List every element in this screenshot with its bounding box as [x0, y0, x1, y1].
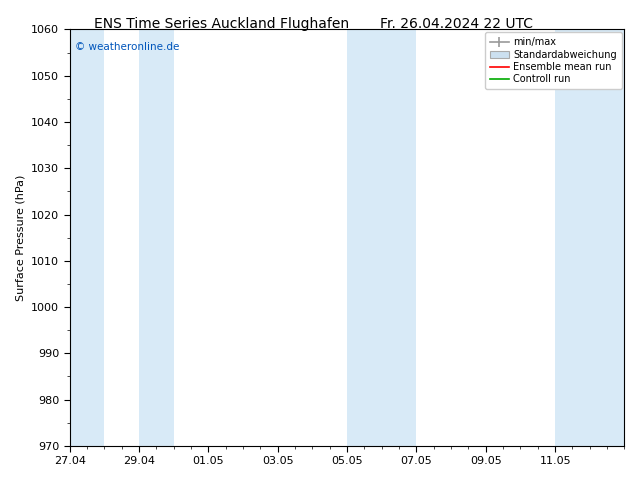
Bar — [555, 29, 624, 446]
Bar — [347, 29, 417, 446]
Y-axis label: Surface Pressure (hPa): Surface Pressure (hPa) — [16, 174, 25, 301]
Text: ENS Time Series Auckland Flughafen: ENS Time Series Auckland Flughafen — [94, 17, 349, 31]
Bar — [139, 29, 174, 446]
Legend: min/max, Standardabweichung, Ensemble mean run, Controll run: min/max, Standardabweichung, Ensemble me… — [485, 32, 621, 89]
Text: © weatheronline.de: © weatheronline.de — [75, 42, 179, 52]
Bar — [70, 29, 105, 446]
Text: Fr. 26.04.2024 22 UTC: Fr. 26.04.2024 22 UTC — [380, 17, 533, 31]
